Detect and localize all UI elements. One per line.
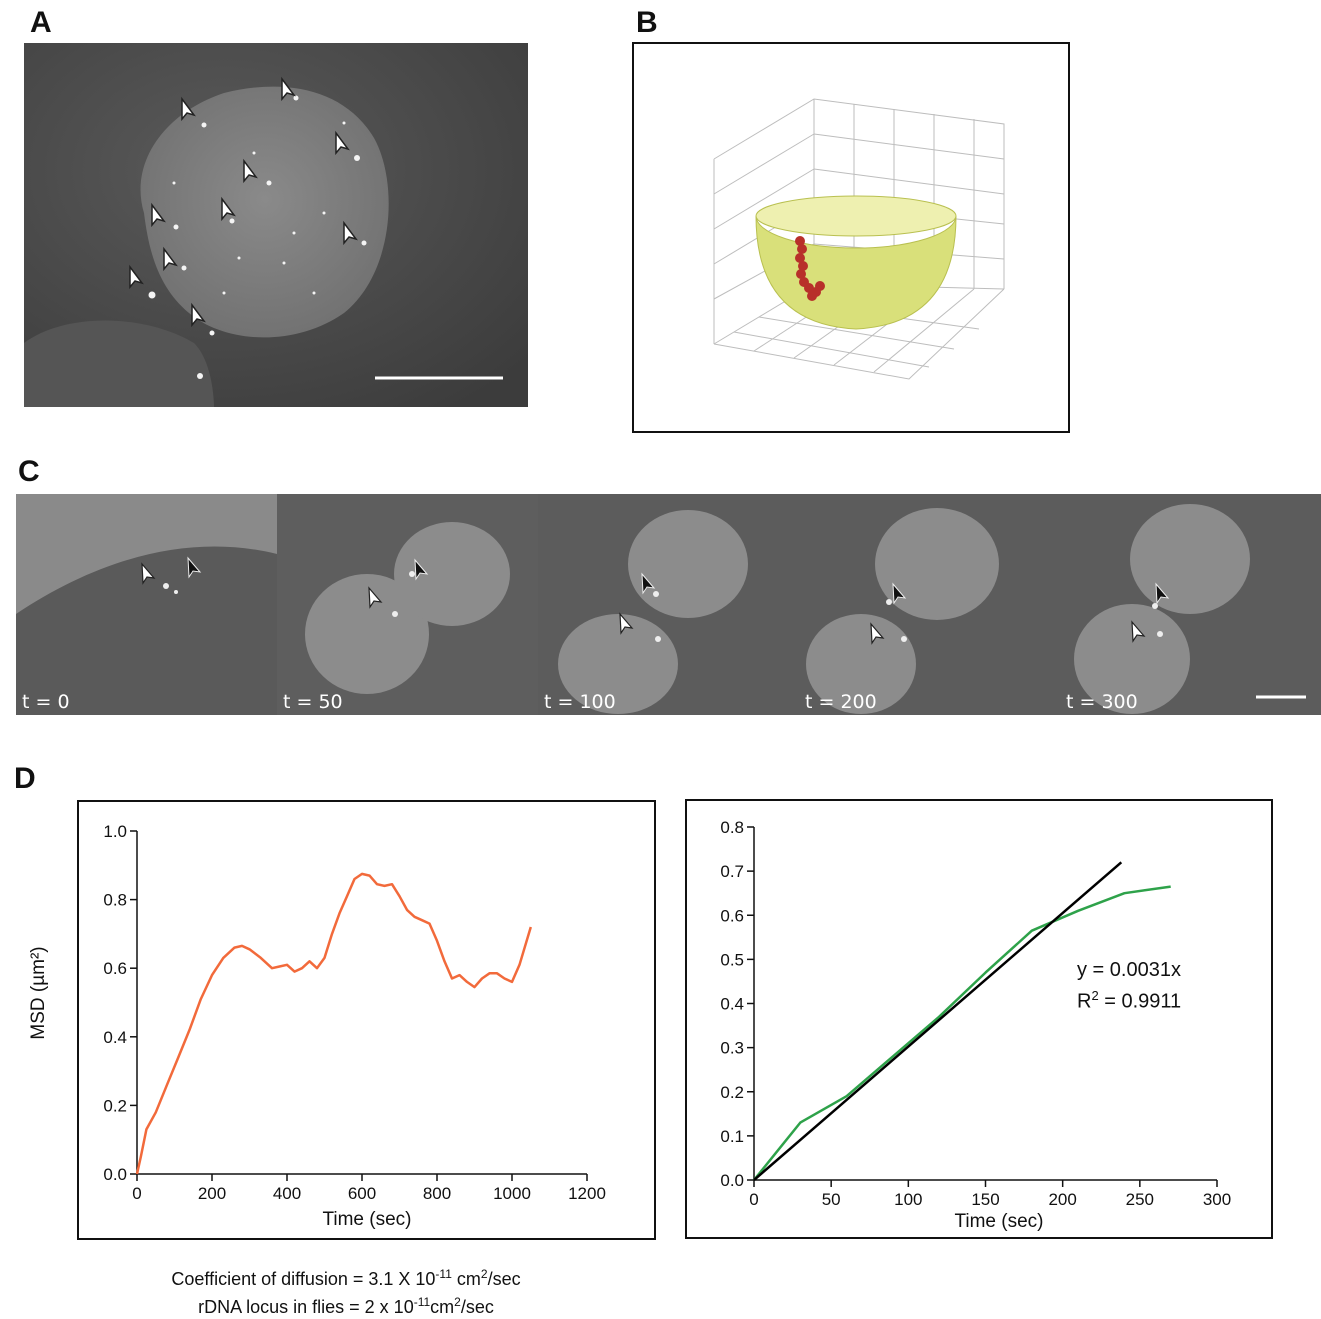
hemisphere-plot <box>713 98 1005 380</box>
x-tick-label: 800 <box>423 1184 451 1203</box>
caption-line-1: Coefficient of diffusion = 3.1 X 10-11 c… <box>60 1263 632 1291</box>
hemisphere <box>755 195 957 330</box>
caption-line-2-unit: cm <box>430 1297 455 1317</box>
msd-chart-ylabel: MSD (µm²) <box>28 946 49 1039</box>
x-tick-label: 600 <box>348 1184 376 1203</box>
y-tick-label: 0.7 <box>720 862 744 881</box>
x-tick-label: 250 <box>1126 1190 1154 1209</box>
frame-label: t = 0 <box>22 691 70 713</box>
y-tick-label: 0.2 <box>720 1083 744 1102</box>
fit-r2-label: R <box>1077 990 1092 1013</box>
fit-r2-sup: 2 <box>1091 988 1099 1003</box>
panel-label-a: A <box>30 6 52 39</box>
panel-label-b: B <box>636 6 658 39</box>
caption-line-1-exp: -11 <box>435 1267 452 1281</box>
linear-fit-chart-frame <box>685 799 1273 1239</box>
frame-t50: t = 50 <box>277 494 538 715</box>
caption-line-2-text: rDNA locus in flies = 2 x 10 <box>198 1297 414 1317</box>
y-tick-label: 0.6 <box>103 959 127 978</box>
msd-chart: 0 200 400 600 800 1000 12000.00.20.40.60.81.0 … <box>28 822 606 1230</box>
linear-fit-chart-xlabel: Time (sec) <box>954 1211 1043 1232</box>
y-tick-label: 0.2 <box>103 1096 127 1115</box>
x-tick-label: 50 <box>822 1190 841 1209</box>
frame-label: t = 200 <box>805 691 877 713</box>
caption-line-1-unit-exp: 2 <box>480 1267 488 1281</box>
caption-line-2-exp: -11 <box>413 1295 431 1309</box>
y-tick-label: 0.1 <box>720 1127 744 1146</box>
msd-series-line <box>135 872 532 1175</box>
frame-t200: t = 200 <box>799 494 1060 715</box>
y-tick-label: 0.5 <box>720 950 744 969</box>
frame-t300: t = 300 <box>1060 494 1321 715</box>
time-lapse-strip: t = 0 t = 50 t = 100 <box>16 494 1321 715</box>
x-tick-label: 400 <box>273 1184 301 1203</box>
caption-line-1-text: Coefficient of diffusion = 3.1 X 10 <box>171 1269 436 1289</box>
fit-line <box>753 861 1123 1181</box>
panel-label-d: D <box>14 762 36 795</box>
y-tick-label: 0.6 <box>720 906 744 925</box>
panel-label-c: C <box>18 455 40 488</box>
caption-line-2-per: /sec <box>460 1297 494 1317</box>
frame-t0: t = 0 <box>16 494 277 715</box>
y-tick-label: 0.8 <box>103 891 127 910</box>
y-tick-label: 0.8 <box>720 818 744 837</box>
frame-label: t = 300 <box>1066 691 1138 713</box>
green-series-line <box>753 885 1171 1181</box>
micrograph-a <box>24 43 528 407</box>
arrowheads-a <box>129 76 358 328</box>
locus-trajectory <box>795 236 825 301</box>
y-tick-label: 1.0 <box>103 822 127 841</box>
linear-fit-chart: 0 50 100 150 200 250 300 0.0 0.1 0.2 0.3 0.4 0.5 0.6 0… <box>720 818 1231 1232</box>
x-tick-label: 200 <box>1048 1190 1076 1209</box>
frame-label: t = 50 <box>283 691 343 713</box>
nucleus-partial-a <box>24 320 214 407</box>
x-tick-label: 0 <box>132 1184 141 1203</box>
micrograph-a-image <box>24 43 528 407</box>
y-tick-label: 0.0 <box>720 1171 744 1190</box>
fit-equation: y = 0.0031x <box>1077 959 1181 981</box>
x-tick-label: 100 <box>894 1190 922 1209</box>
nucleus-a <box>140 86 389 338</box>
x-tick-label: 200 <box>198 1184 226 1203</box>
x-tick-label: 1000 <box>493 1184 531 1203</box>
x-tick-label: 0 <box>749 1190 758 1209</box>
caption-line-2-unit-exp: 2 <box>454 1295 461 1309</box>
msd-chart-xlabel: Time (sec) <box>322 1209 411 1230</box>
fit-r2-value: = 0.9911 <box>1098 990 1182 1013</box>
y-tick-label: 0.3 <box>720 1039 744 1058</box>
caption-line-2: rDNA locus in flies = 2 x 10-11cm2/sec <box>60 1291 632 1319</box>
y-tick-label: 0.4 <box>720 995 744 1014</box>
panel-b-frame <box>632 42 1070 433</box>
msd-chart-frame <box>77 800 656 1240</box>
caption-line-1-per: /sec <box>487 1269 521 1289</box>
x-tick-label: 1200 <box>568 1184 606 1203</box>
x-tick-label: 150 <box>971 1190 999 1209</box>
y-tick-label: 0.0 <box>103 1165 127 1184</box>
fit-r2: R2 = 0.9911 <box>1077 983 1181 1015</box>
caption-line-1-unit: cm <box>451 1269 481 1289</box>
fit-annotation: y = 0.0031x R2 = 0.9911 <box>1077 958 1181 1015</box>
frame-t100: t = 100 <box>538 494 799 715</box>
x-tick-label: 300 <box>1203 1190 1231 1209</box>
frame-label: t = 100 <box>544 691 616 713</box>
y-tick-label: 0.4 <box>103 1028 127 1047</box>
